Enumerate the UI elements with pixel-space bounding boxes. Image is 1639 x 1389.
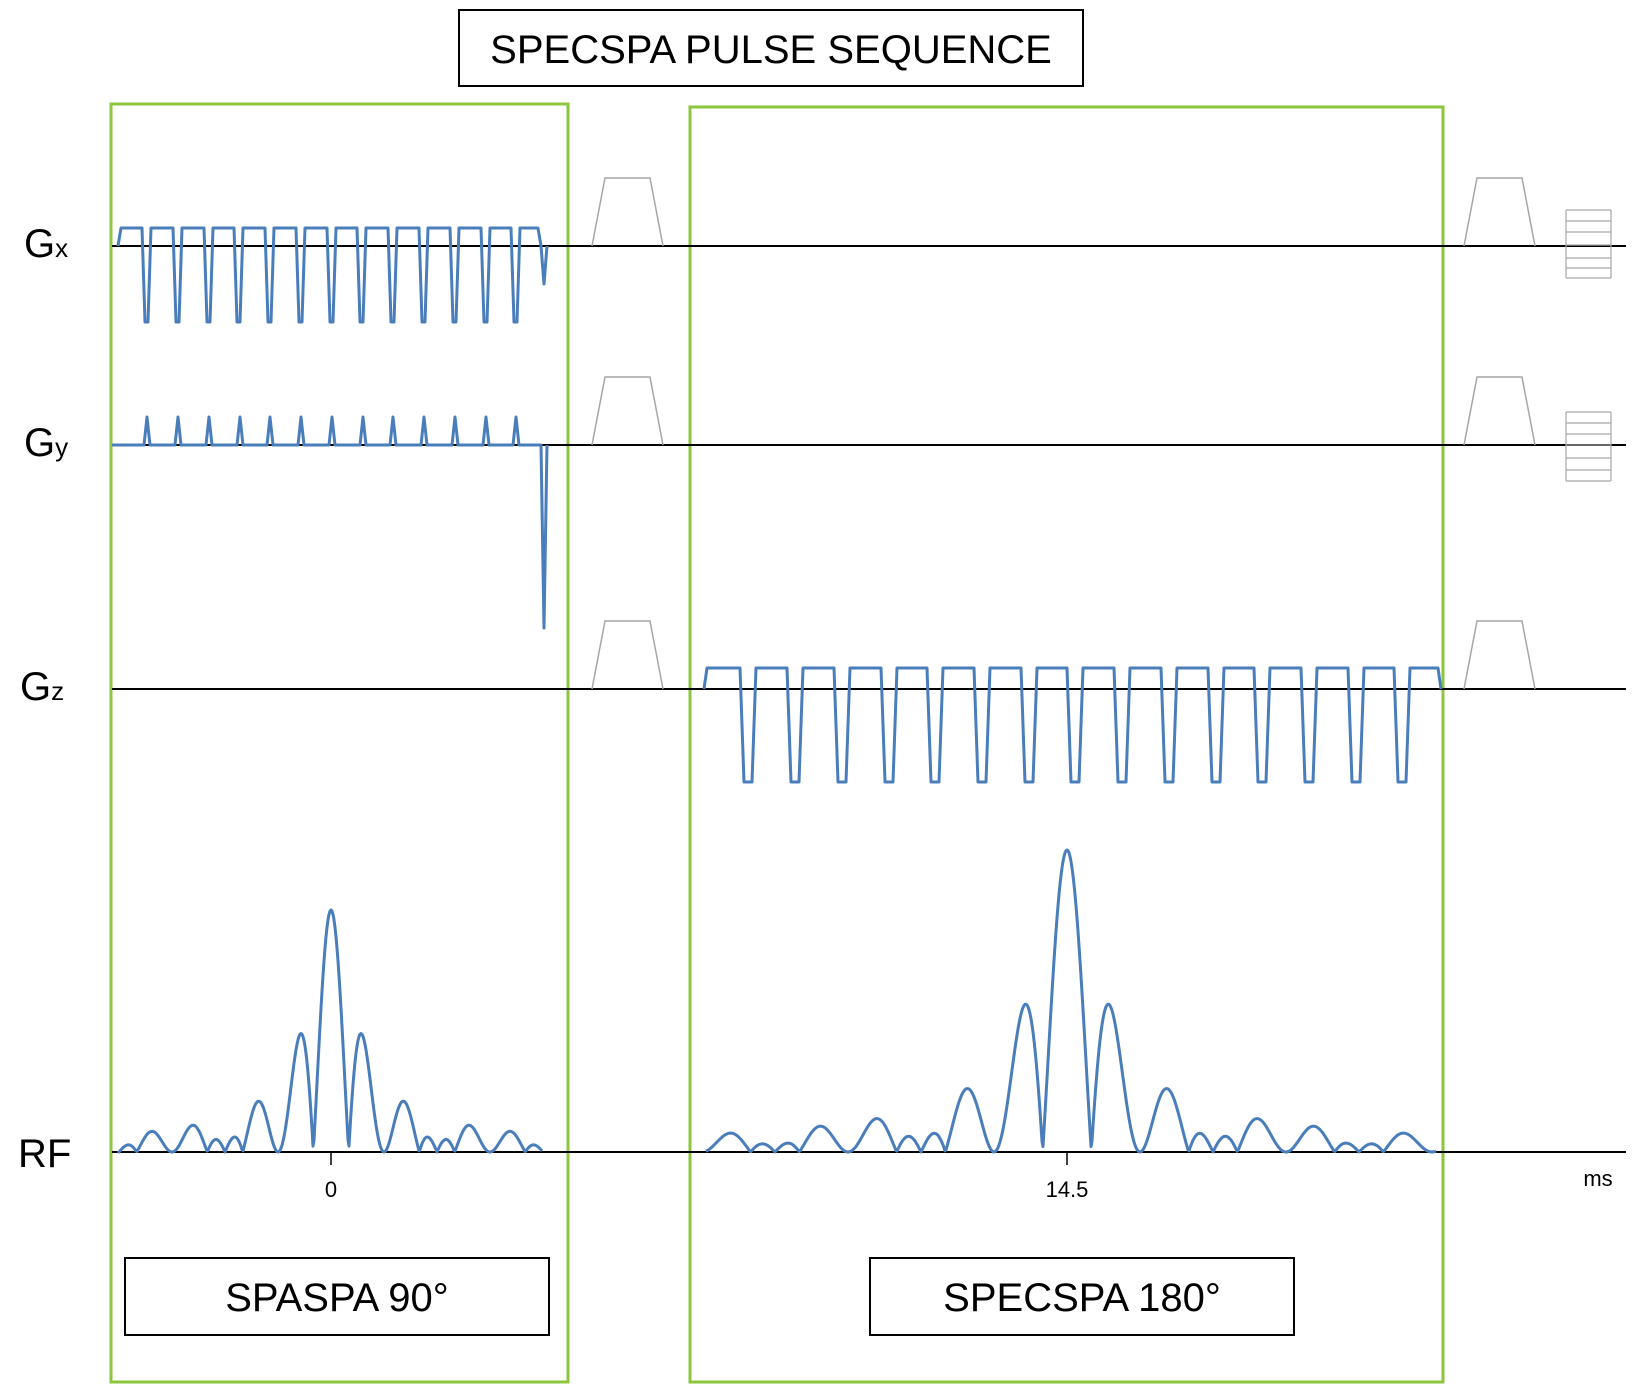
rf-pulse-90-waveform xyxy=(116,908,544,1154)
title-box: SPECSPA PULSE SEQUENCE xyxy=(458,9,1084,87)
diagram-title: SPECSPA PULSE SEQUENCE xyxy=(490,28,1052,72)
time-tick-label-14-5: 14.5 xyxy=(1046,1177,1089,1202)
gx-crusher-right xyxy=(1463,177,1536,247)
gz-crusher-right xyxy=(1463,620,1536,690)
rf-pulse-180-waveform xyxy=(705,848,1437,1154)
specspa-180-label: SPECSPA 180° xyxy=(943,1276,1221,1320)
gx-label: Gx xyxy=(24,222,68,266)
gz-crusher-left xyxy=(591,620,664,690)
phase-encode-table-gx xyxy=(1565,209,1612,279)
gz-waveform xyxy=(702,666,1443,784)
crusher-gradients xyxy=(591,177,1536,690)
gy-label: Gy xyxy=(24,421,68,465)
time-tick-label-0: 0 xyxy=(325,1177,337,1202)
gy-waveform xyxy=(112,415,549,630)
time-unit-label: ms xyxy=(1583,1166,1612,1191)
gz-label: Gz xyxy=(20,665,64,709)
spaspa-90-label-box: SPASPA 90° xyxy=(124,1257,550,1336)
gx-crusher-left xyxy=(591,177,664,247)
gy-crusher-right xyxy=(1463,376,1536,446)
specspa-180-label-box: SPECSPA 180° xyxy=(869,1257,1295,1336)
gy-crusher-left xyxy=(591,376,664,446)
gx-waveform xyxy=(116,226,549,324)
spaspa-90-label: SPASPA 90° xyxy=(225,1276,449,1320)
specspa-180-block xyxy=(688,105,1445,1384)
spaspa-90-block xyxy=(109,102,570,1384)
phase-encode-table-gy xyxy=(1565,411,1612,482)
rf-label: RF xyxy=(18,1132,71,1176)
